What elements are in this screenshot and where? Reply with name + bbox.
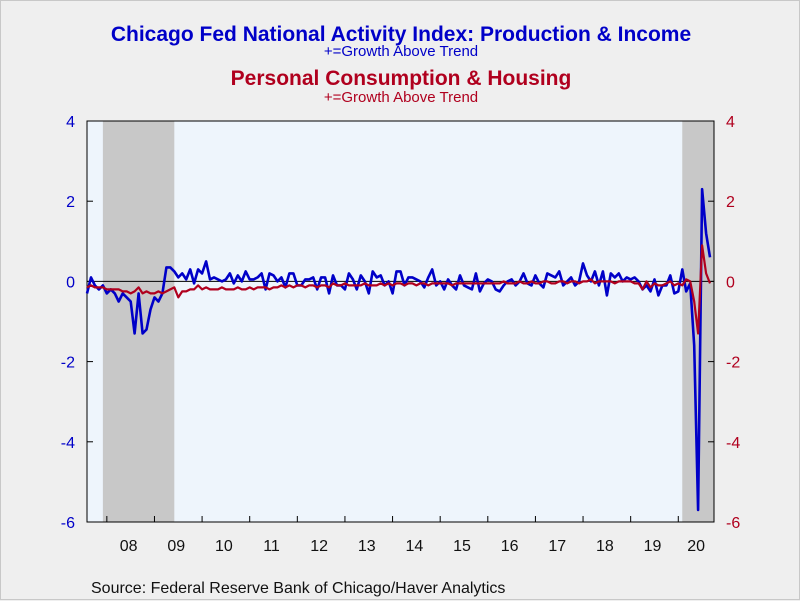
chart-title-secondary: Personal Consumption & Housing (231, 67, 572, 90)
x-tick-label: 16 (501, 538, 519, 555)
x-tick-label: 09 (167, 538, 185, 555)
y-right-tick-label: -2 (726, 355, 740, 372)
chart-subtitle-primary: +=Growth Above Trend (324, 43, 478, 60)
series-line-consumption-housing (86, 244, 712, 335)
x-tick-label: 14 (405, 538, 423, 555)
y-right-tick-label: 4 (726, 114, 735, 131)
x-tick-label: 19 (644, 538, 662, 555)
y-right-tick-label: -6 (726, 515, 740, 532)
y-right-tick-label: 2 (726, 194, 735, 211)
y-left-tick-label: -2 (61, 355, 75, 372)
x-tick-label: 13 (358, 538, 376, 555)
y-left-tick-label: 2 (66, 194, 75, 211)
x-tick-label: 08 (120, 538, 138, 555)
x-tick-label: 18 (596, 538, 614, 555)
y-left-tick-label: -6 (61, 515, 75, 532)
x-tick-label: 17 (548, 538, 566, 555)
y-left-tick-label: 4 (66, 114, 75, 131)
y-right-tick-label: -4 (726, 435, 740, 452)
chart-subtitle-secondary: +=Growth Above Trend (324, 89, 478, 106)
series-line-production-income (85, 187, 712, 512)
plot-frame (86, 120, 715, 523)
x-tick-label: 20 (687, 538, 705, 555)
recession-shade-1 (102, 121, 175, 522)
x-tick-label: 11 (263, 538, 280, 555)
y-left-tick-label: 0 (66, 274, 75, 291)
chart-title-primary: Chicago Fed National Activity Index: Pro… (111, 23, 691, 46)
x-tick-label: 10 (215, 538, 233, 555)
x-tick-label: 15 (453, 538, 471, 555)
plot-background (87, 121, 714, 522)
y-left-tick-label: -4 (61, 435, 75, 452)
y-right-tick-label: 0 (726, 274, 735, 291)
chart-source-note: Source: Federal Reserve Bank of Chicago/… (91, 580, 505, 597)
x-tick-label: 12 (310, 538, 328, 555)
